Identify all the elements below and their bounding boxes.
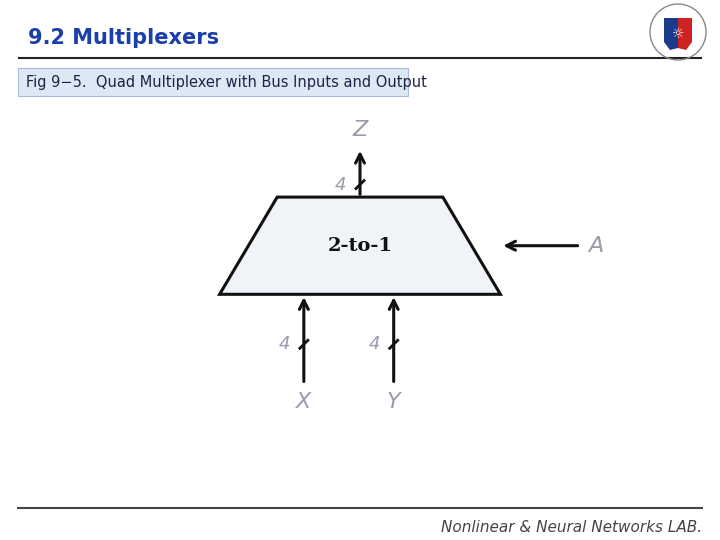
Text: ☼: ☼ [672,27,684,41]
Text: 2-to-1: 2-to-1 [328,237,392,255]
FancyBboxPatch shape [18,68,408,96]
Polygon shape [220,197,500,294]
Text: A: A [588,235,603,256]
Text: Y: Y [387,392,400,413]
Text: 4: 4 [279,335,290,353]
Text: 9.2 Multiplexers: 9.2 Multiplexers [28,28,219,48]
Text: 4: 4 [335,176,346,193]
Text: Z: Z [352,120,368,140]
Polygon shape [678,18,692,50]
Text: Nonlinear & Neural Networks LAB.: Nonlinear & Neural Networks LAB. [441,521,702,536]
Text: Fig 9−5.  Quad Multiplexer with Bus Inputs and Output: Fig 9−5. Quad Multiplexer with Bus Input… [26,75,427,90]
Text: 4: 4 [368,335,379,353]
Polygon shape [664,18,678,50]
Text: X: X [296,392,312,413]
